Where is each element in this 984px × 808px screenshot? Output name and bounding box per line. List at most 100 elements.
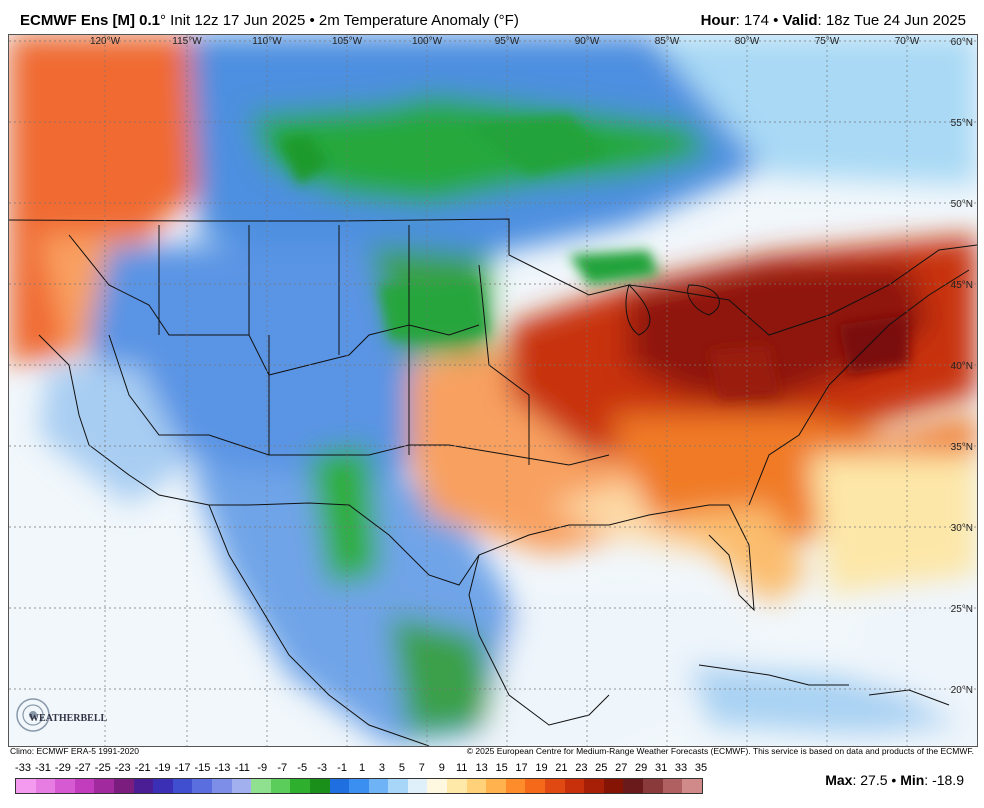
weatherbell-logo: WEATHERBELL [16,698,107,732]
colorbar-label: -15 [194,762,211,774]
colorbar-swatch [388,779,408,793]
model-name: ECMWF Ens [M] 0.1 [20,12,161,29]
lat-label: 35°N [951,442,973,453]
lon-label: 120°W [90,36,121,47]
lon-labels: 120°W 115°W 110°W 105°W 100°W 95°W 90°W … [90,36,920,47]
colorbar-swatch [486,779,506,793]
colorbar-swatch [368,779,389,793]
valid-label: Valid [782,12,818,29]
lake-huron [687,284,720,316]
lat-label: 45°N [951,280,973,291]
lon-label: 115°W [172,36,202,47]
lon-label: 75°W [815,36,840,47]
anomaly-map[interactable]: 120°W 115°W 110°W 105°W 100°W 95°W 90°W … [8,34,978,747]
colorbar-swatch [349,779,369,793]
logo-text: WEATHERBELL [29,713,107,724]
lon-label: 100°W [412,36,443,47]
us-south-coast [38,334,755,612]
colorbar-swatch [211,779,232,793]
colorbar-label: 17 [515,762,528,774]
lat-label: 25°N [951,604,973,615]
copyright-text: © 2025 European Centre for Medium-Range … [466,746,974,756]
colorbar-swatch [584,779,604,793]
colorbar-label: 23 [575,762,588,774]
colorbar-label: -23 [114,762,131,774]
mexico-west-coast [208,504,430,746]
colorbar-swatch [251,779,271,793]
max-min-readout: Max: 27.5 • Min: -18.9 [825,772,964,788]
colorbar-swatch [270,779,291,793]
footer-credits: Climo: ECMWF ERA-5 1991-2020 © 2025 Euro… [8,746,976,758]
map-title: ECMWF Ens [M] 0.1° Init 12z 17 Jun 2025 … [20,12,519,29]
colorbar-label: 5 [398,762,405,774]
colorbar-swatch [74,779,95,793]
colorbar-swatch [231,779,252,793]
lat-label: 50°N [951,199,973,210]
colorbar-label: 13 [475,762,488,774]
colorbar-label: 29 [635,762,648,774]
colorbar-label: -21 [134,762,151,774]
anomaly-detail [279,115,909,400]
colorbar-swatch [309,779,330,793]
colorbar-swatch [564,779,585,793]
colorbar-swatch [545,779,565,793]
colorbar-label: 9 [438,762,445,774]
colorbar-label: 1 [358,762,366,774]
mexico-gulf-coast [468,554,610,726]
valid-value: : 18z Tue 24 Jun 2025 [817,12,966,29]
colorbar-label: -19 [154,762,171,774]
colorbar-labels: -33 -31 -29 -27 -25 -23 -21 -19 -17 -15 -13 -11 -9 -7… [15,762,715,776]
colorbar-label: 11 [455,762,468,774]
colorbar-swatch [16,779,36,793]
colorbar-label: 19 [535,762,548,774]
colorbar-swatch [447,779,467,793]
min-value: : -18.9 [924,772,964,788]
lon-label: 95°W [495,36,520,47]
lake-michigan [625,284,651,336]
interior-borders-2 [108,334,610,466]
colorbar-label: 35 [694,762,708,774]
graticule [9,35,977,746]
colorbar-label: 27 [615,762,628,774]
colorbar-label: -7 [277,762,288,774]
colorbar-label: -25 [94,762,111,774]
lat-label: 60°N [951,37,973,48]
colorbar-strip [15,778,703,794]
colorbar-swatch [623,779,643,793]
lon-label: 85°W [655,36,680,47]
colorbar-swatch [192,779,212,793]
lat-label: 40°N [951,361,973,372]
lon-label: 80°W [735,36,760,47]
colorbar-swatch [94,779,114,793]
colorbar-swatch [682,779,702,793]
lon-label: 105°W [332,36,363,47]
colorbar-label: -29 [54,762,71,774]
colorbar-swatch [153,779,173,793]
lat-label: 55°N [951,118,973,129]
colorbar-swatch [329,779,350,793]
colorbar-swatch [603,779,624,793]
colorbar-label: -13 [214,762,231,774]
colorbar-label: -3 [317,762,327,774]
us-east-coast [748,269,970,506]
degree-mark: ° [160,12,167,29]
colorbar-label: 21 [555,762,568,774]
lat-label: 30°N [951,523,973,534]
hour-value: : 174 • [735,12,783,29]
colorbar-label: 33 [674,762,688,774]
colorbar-label: 3 [378,762,385,774]
lat-label: 20°N [951,685,973,696]
colorbar-label: -27 [74,762,91,774]
colorbar-swatch [35,779,56,793]
colorbar-label: 25 [595,762,608,774]
colorbar-swatch [525,779,546,793]
max-value: : 27.5 • [852,772,901,788]
colorbar-swatch [427,779,448,793]
init-text: Init 12z 17 Jun 2025 • 2m Temperature An… [166,12,519,29]
colorbar-swatch [113,779,134,793]
map-svg: 120°W 115°W 110°W 105°W 100°W 95°W 90°W … [9,35,977,746]
lon-label: 70°W [895,36,920,47]
colorbar-swatch [55,779,75,793]
colorbar-swatch [505,779,526,793]
colorbar-label: 7 [418,762,425,774]
